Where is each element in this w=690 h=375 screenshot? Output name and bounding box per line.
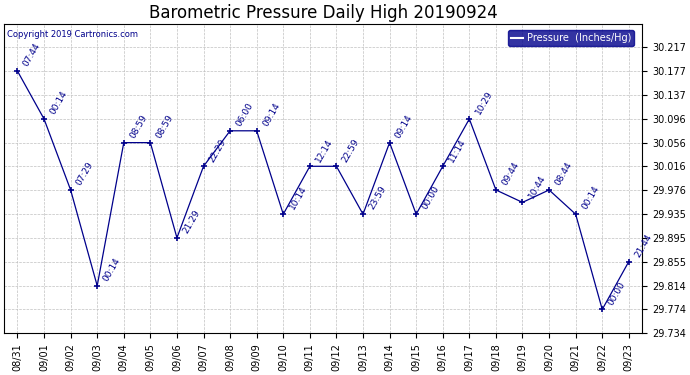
Text: 08:44: 08:44 (553, 160, 574, 187)
Legend: Pressure  (Inches/Hg): Pressure (Inches/Hg) (509, 30, 634, 46)
Text: 00:14: 00:14 (48, 89, 69, 116)
Text: 06:00: 06:00 (235, 101, 255, 128)
Text: 09:14: 09:14 (261, 101, 282, 128)
Text: 08:59: 08:59 (155, 113, 175, 140)
Text: 22:29: 22:29 (208, 137, 228, 164)
Text: 10:44: 10:44 (526, 173, 547, 200)
Text: 11:14: 11:14 (447, 137, 468, 164)
Text: 10:29: 10:29 (473, 89, 494, 116)
Text: 08:59: 08:59 (128, 113, 148, 140)
Text: 00:00: 00:00 (607, 280, 627, 307)
Title: Barometric Pressure Daily High 20190924: Barometric Pressure Daily High 20190924 (149, 4, 497, 22)
Text: 00:00: 00:00 (420, 184, 441, 211)
Text: 23:59: 23:59 (367, 184, 388, 211)
Text: 00:14: 00:14 (101, 256, 122, 283)
Text: 22:59: 22:59 (341, 137, 361, 164)
Text: 10:14: 10:14 (288, 184, 308, 211)
Text: 07:29: 07:29 (75, 160, 95, 187)
Text: Copyright 2019 Cartronics.com: Copyright 2019 Cartronics.com (8, 30, 139, 39)
Text: 12:14: 12:14 (314, 137, 335, 164)
Text: 09:14: 09:14 (394, 113, 415, 140)
Text: 00:14: 00:14 (580, 184, 600, 211)
Text: 21:29: 21:29 (181, 209, 201, 235)
Text: 09:44: 09:44 (500, 160, 521, 187)
Text: 21:44: 21:44 (633, 232, 653, 259)
Text: 07:44: 07:44 (21, 42, 42, 68)
